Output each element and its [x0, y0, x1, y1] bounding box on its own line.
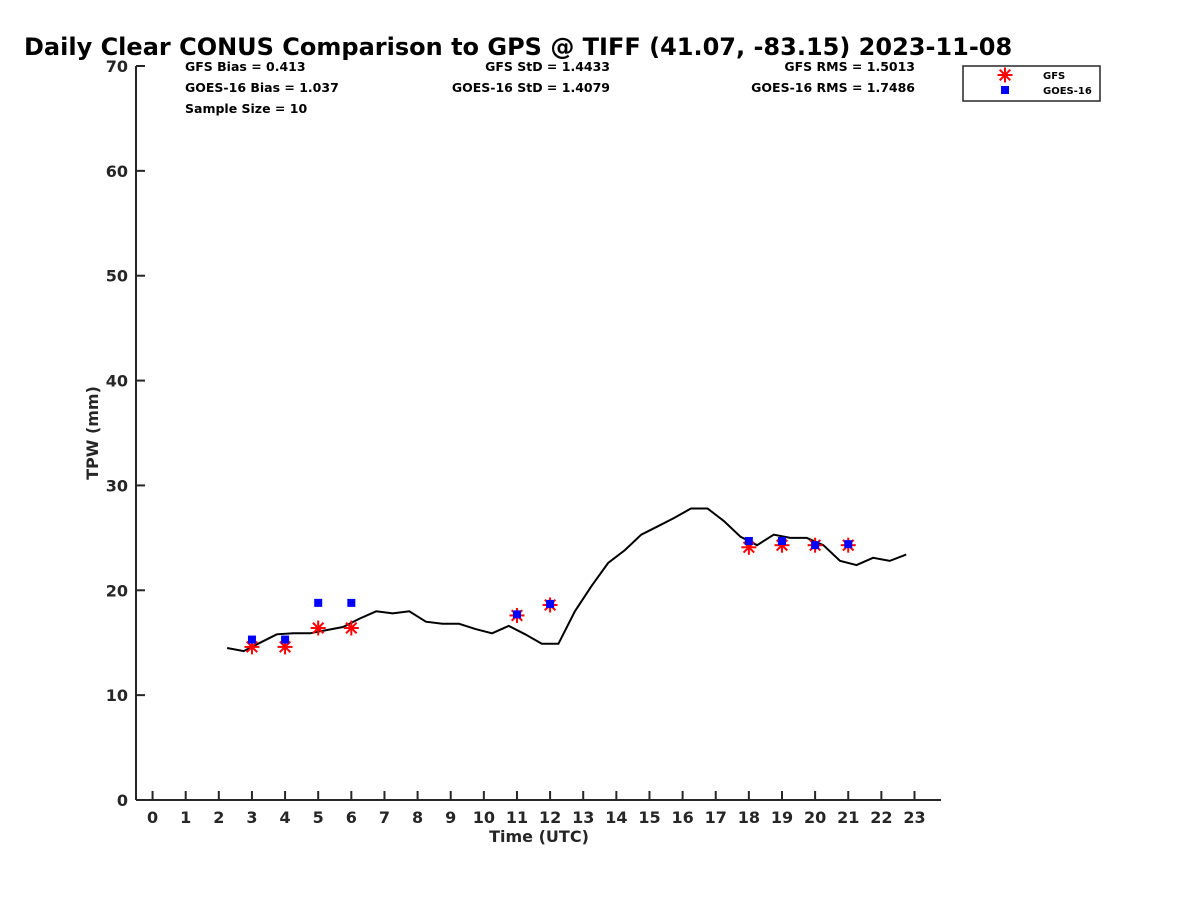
- y-tick-label: 70: [106, 57, 128, 76]
- tick-labels: 0 1 2 3 4 5 6 7 8 9 10 11 12 13 14 15 16 17 18 19 20 21 22 2301…: [106, 57, 926, 827]
- goes16-point: [744, 537, 753, 546]
- x-tick-label: 0: [147, 808, 158, 827]
- stat-gfs-rms: GFS RMS = 1.5013: [784, 59, 915, 74]
- x-tick-label: 21: [837, 808, 859, 827]
- x-tick-label: 17: [705, 808, 727, 827]
- x-tick-label: 2: [213, 808, 224, 827]
- y-tick-label: 60: [106, 162, 128, 181]
- legend-gfs-label: GFS: [1043, 71, 1065, 82]
- legend-gfs-asterisk: [997, 67, 1013, 83]
- y-tick-label: 10: [106, 686, 128, 705]
- goes16-point: [247, 635, 256, 644]
- x-tick-label: 14: [605, 808, 627, 827]
- y-tick-label: 50: [106, 267, 128, 286]
- x-tick-label: 6: [346, 808, 357, 827]
- stat-goes-rms: GOES-16 RMS = 1.7486: [751, 80, 915, 95]
- goes16-point: [546, 599, 555, 608]
- legend-goes-label: GOES-16: [1043, 86, 1092, 97]
- x-tick-label: 3: [246, 808, 257, 827]
- axes: [135, 65, 941, 801]
- x-tick-label: 8: [412, 808, 423, 827]
- x-tick-label: 10: [473, 808, 495, 827]
- x-tick-label: 20: [804, 808, 826, 827]
- asterisk-stroke: [312, 622, 325, 635]
- y-tick-label: 20: [106, 581, 128, 600]
- y-tick-label: 30: [106, 476, 128, 495]
- x-tick-label: 11: [506, 808, 528, 827]
- y-axis-label: TPW (mm): [83, 386, 102, 480]
- x-tick-label: 13: [572, 808, 594, 827]
- x-tick-label: 12: [539, 808, 561, 827]
- gps-series-line: [226, 507, 907, 653]
- goes16-point: [777, 537, 786, 546]
- gfs-point: [310, 620, 326, 636]
- x-tick-label: 22: [870, 808, 892, 827]
- x-tick-label: 23: [903, 808, 925, 827]
- legend-gfs-marker: [997, 67, 1013, 83]
- x-tick-label: 18: [738, 808, 760, 827]
- goes16-point: [281, 635, 290, 644]
- gfs-point: [343, 620, 359, 636]
- y-tick-label: 40: [106, 372, 128, 391]
- x-axis-label: Time (UTC): [489, 827, 589, 846]
- stat-sample-size: Sample Size = 10: [185, 101, 307, 116]
- x-tick-label: 16: [671, 808, 693, 827]
- chart-title: Daily Clear CONUS Comparison to GPS @ TI…: [24, 33, 1012, 61]
- goes16-point: [811, 541, 820, 550]
- plot-area: [226, 507, 907, 655]
- x-tick-label: 7: [379, 808, 390, 827]
- goes16-point: [844, 540, 853, 549]
- x-tick-label: 5: [313, 808, 324, 827]
- legend-goes-marker: [1001, 86, 1009, 94]
- stat-goes-std: GOES-16 StD = 1.4079: [452, 80, 610, 95]
- goes16-point: [512, 610, 521, 619]
- x-tick-label: 19: [771, 808, 793, 827]
- stat-gfs-std: GFS StD = 1.4433: [485, 59, 610, 74]
- x-tick-label: 4: [280, 808, 291, 827]
- x-tick-label: 1: [180, 808, 191, 827]
- x-tick-label: 15: [638, 808, 660, 827]
- asterisk-stroke: [345, 622, 358, 635]
- legend-box: [962, 65, 1101, 102]
- stat-goes-bias: GOES-16 Bias = 1.037: [185, 80, 339, 95]
- goes16-point: [314, 598, 323, 607]
- stat-gfs-bias: GFS Bias = 0.413: [185, 59, 306, 74]
- goes16-point: [347, 598, 356, 607]
- x-tick-label: 9: [445, 808, 456, 827]
- asterisk-stroke: [998, 68, 1012, 82]
- y-tick-label: 0: [117, 791, 128, 810]
- legend: GFS GOES-16: [962, 65, 1101, 102]
- stats-block: GFS Bias = 0.413 GOES-16 Bias = 1.037 Sa…: [185, 59, 915, 116]
